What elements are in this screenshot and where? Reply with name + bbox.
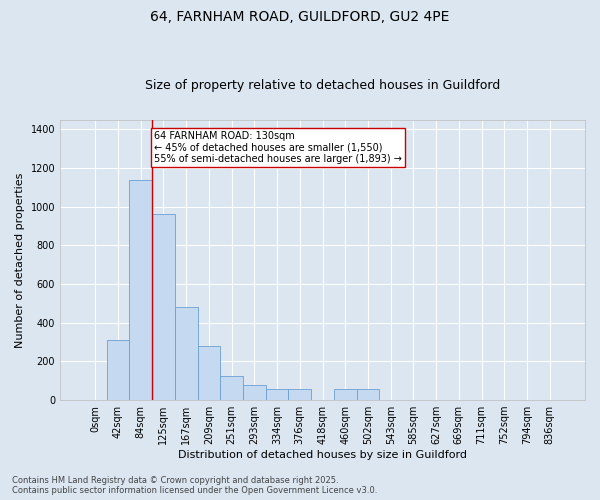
X-axis label: Distribution of detached houses by size in Guildford: Distribution of detached houses by size … (178, 450, 467, 460)
Title: Size of property relative to detached houses in Guildford: Size of property relative to detached ho… (145, 79, 500, 92)
Bar (197, 346, 220, 400)
Bar (289, 390, 311, 400)
Text: Contains HM Land Registry data © Crown copyright and database right 2025.
Contai: Contains HM Land Registry data © Crown c… (12, 476, 377, 495)
Bar (175, 307, 197, 400)
Bar (266, 390, 289, 400)
Bar (243, 384, 266, 400)
Bar (107, 340, 130, 400)
Bar (152, 214, 175, 400)
Bar (130, 180, 152, 400)
Text: 64 FARNHAM ROAD: 130sqm
← 45% of detached houses are smaller (1,550)
55% of semi: 64 FARNHAM ROAD: 130sqm ← 45% of detache… (154, 131, 402, 164)
Bar (356, 390, 379, 400)
Text: 64, FARNHAM ROAD, GUILDFORD, GU2 4PE: 64, FARNHAM ROAD, GUILDFORD, GU2 4PE (151, 10, 449, 24)
Y-axis label: Number of detached properties: Number of detached properties (15, 172, 25, 348)
Bar (334, 390, 356, 400)
Bar (220, 376, 243, 400)
